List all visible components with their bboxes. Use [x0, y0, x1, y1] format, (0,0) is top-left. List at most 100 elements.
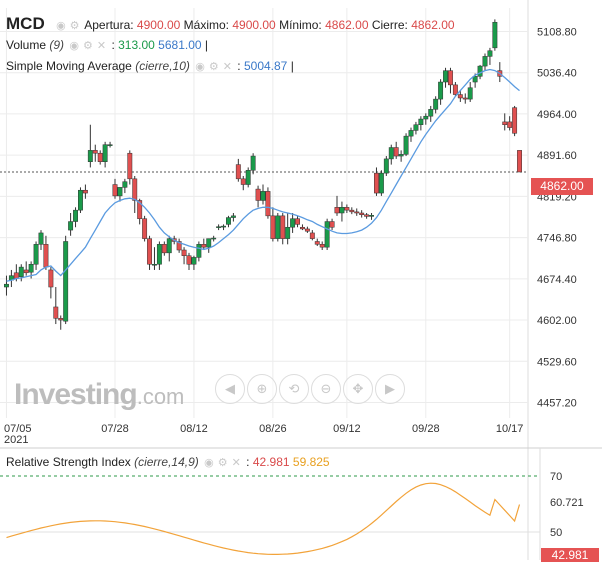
reset-icon[interactable]: ⟲	[279, 374, 309, 404]
gear-icon[interactable]: ⚙	[69, 20, 80, 32]
eye-icon[interactable]: ◉	[56, 20, 66, 32]
candle-body[interactable]	[48, 269, 54, 288]
candle-body[interactable]	[517, 150, 522, 173]
candle-body[interactable]	[354, 211, 360, 214]
candle-body[interactable]	[176, 241, 182, 251]
candle-body[interactable]	[309, 232, 315, 239]
candle-body[interactable]	[457, 94, 463, 99]
candle-body[interactable]	[137, 200, 143, 219]
candle-body[interactable]	[428, 109, 434, 117]
candle-body[interactable]	[433, 98, 439, 110]
candle-body[interactable]	[418, 118, 424, 125]
candle-body[interactable]	[369, 215, 374, 217]
eye-icon[interactable]: ◉	[204, 457, 214, 469]
close-icon[interactable]: ✕	[96, 40, 107, 52]
chevron-right-icon[interactable]: ▶	[375, 374, 405, 404]
candle-body[interactable]	[82, 189, 88, 194]
candle-body[interactable]	[477, 65, 483, 77]
zoom-in-icon[interactable]: ⊕	[247, 374, 277, 404]
candle-body[interactable]	[324, 221, 330, 248]
gear-icon[interactable]: ⚙	[83, 40, 93, 52]
candle-body[interactable]	[290, 218, 296, 228]
candle-body[interactable]	[13, 272, 19, 279]
candle-body[interactable]	[230, 215, 236, 218]
candle-body[interactable]	[58, 318, 64, 321]
candle-body[interactable]	[102, 144, 108, 163]
candle-body[interactable]	[443, 70, 448, 83]
candle-body[interactable]	[423, 115, 429, 120]
candle-body[interactable]	[339, 207, 345, 214]
candle-body[interactable]	[112, 184, 118, 197]
candle-body[interactable]	[216, 226, 222, 228]
candle-body[interactable]	[221, 225, 226, 228]
candle-body[interactable]	[359, 212, 365, 215]
candle-body[interactable]	[260, 191, 266, 201]
candle-body[interactable]	[235, 164, 241, 180]
candle-body[interactable]	[152, 264, 157, 266]
close-icon[interactable]: ✕	[231, 457, 241, 469]
candle-body[interactable]	[23, 269, 29, 274]
candle-body[interactable]	[314, 241, 320, 245]
candle-body[interactable]	[448, 70, 453, 86]
candle-body[interactable]	[388, 147, 394, 160]
candle-body[interactable]	[181, 249, 187, 256]
chevron-left-icon[interactable]: ◀	[215, 374, 245, 404]
candle-body[interactable]	[344, 207, 350, 211]
candle-body[interactable]	[462, 97, 468, 100]
candle-body[interactable]	[107, 144, 113, 146]
gear-icon[interactable]: ⚙	[208, 61, 219, 73]
candle-body[interactable]	[156, 244, 162, 265]
candle-body[interactable]	[275, 215, 281, 239]
candle-body[interactable]	[492, 21, 498, 49]
candle-body[interactable]	[73, 209, 78, 222]
candle-body[interactable]	[245, 170, 251, 185]
candle-body[interactable]	[117, 187, 123, 197]
candle-body[interactable]	[467, 87, 473, 100]
candle-body[interactable]	[334, 207, 340, 214]
candle-body[interactable]	[201, 244, 207, 248]
candle-body[interactable]	[329, 221, 335, 228]
candle-body[interactable]	[142, 218, 148, 239]
candle-body[interactable]	[191, 257, 197, 265]
candle-body[interactable]	[127, 152, 133, 180]
candle-body[interactable]	[63, 241, 69, 322]
candle-body[interactable]	[132, 178, 138, 201]
candle-body[interactable]	[122, 181, 128, 188]
candle-body[interactable]	[28, 264, 34, 273]
candle-body[interactable]	[240, 178, 246, 185]
candle-body[interactable]	[226, 217, 231, 225]
candle-body[interactable]	[38, 232, 44, 245]
candle-body[interactable]	[502, 121, 508, 125]
close-icon[interactable]: ✕	[222, 61, 232, 73]
candle-body[interactable]	[295, 218, 300, 225]
candle-body[interactable]	[403, 135, 409, 155]
candle-body[interactable]	[161, 244, 167, 254]
candle-body[interactable]	[374, 172, 379, 194]
candle-body[interactable]	[53, 306, 59, 319]
candle-body[interactable]	[265, 191, 271, 217]
move-icon[interactable]: ✥	[343, 374, 373, 404]
zoom-out-icon[interactable]: ⊖	[311, 374, 341, 404]
candle-body[interactable]	[18, 266, 24, 278]
candle-body[interactable]	[147, 238, 152, 265]
candle-body[interactable]	[270, 215, 276, 239]
candle-body[interactable]	[507, 121, 513, 128]
candle-body[interactable]	[166, 238, 172, 254]
candle-body[interactable]	[364, 214, 370, 217]
candle-body[interactable]	[206, 238, 212, 248]
candle-body[interactable]	[92, 150, 98, 154]
candle-body[interactable]	[87, 150, 93, 163]
candle-body[interactable]	[349, 209, 355, 213]
gear-icon[interactable]: ⚙	[217, 457, 228, 469]
candle-body[interactable]	[438, 81, 444, 100]
candle-body[interactable]	[43, 244, 49, 268]
candle-body[interactable]	[97, 152, 103, 162]
eye-icon[interactable]: ◉	[195, 61, 205, 73]
candle-body[interactable]	[280, 215, 286, 239]
candle-body[interactable]	[487, 50, 493, 57]
candle-body[interactable]	[393, 147, 399, 157]
candle-body[interactable]	[512, 107, 518, 134]
candle-body[interactable]	[4, 283, 9, 288]
candle-body[interactable]	[408, 130, 414, 137]
